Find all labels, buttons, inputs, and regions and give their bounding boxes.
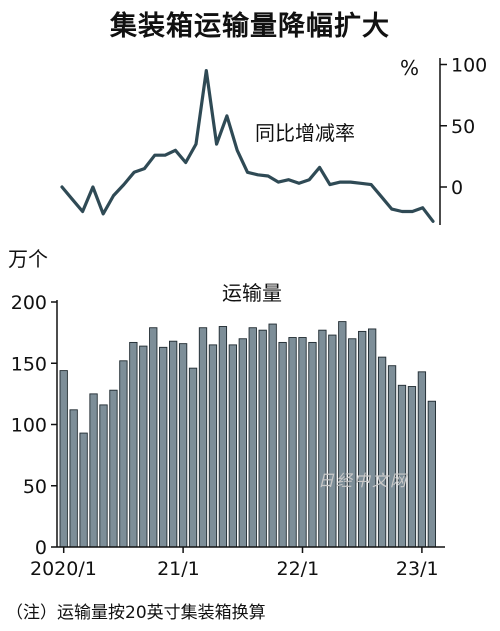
bar-undefined xyxy=(427,400,436,548)
footnote: （注）运输量按20英寸集装箱换算 xyxy=(6,603,266,623)
bar-2022/8 xyxy=(368,328,377,548)
bar-2021/7 xyxy=(238,338,247,548)
bar-2021/6 xyxy=(228,344,237,548)
bar-2022/12 xyxy=(407,386,417,548)
watermark: 日经中文网 xyxy=(318,471,409,490)
chart-title: 集装箱运输量降幅扩大 xyxy=(110,11,390,42)
bar-2022/4 xyxy=(328,334,337,548)
bar-2022/5 xyxy=(338,321,347,548)
line-series-label: 同比增减率 xyxy=(255,121,355,145)
bar-2022/3 xyxy=(318,329,327,548)
bar-2021/8 xyxy=(248,327,257,548)
bar-2022/6 xyxy=(348,338,357,548)
bar-2020/11 xyxy=(159,346,168,548)
bar-2022/7 xyxy=(358,330,367,548)
line-y-tick-label: 100 xyxy=(451,55,487,77)
bar-2020/4 xyxy=(89,393,98,548)
line-y-tick-label: 50 xyxy=(451,116,475,138)
bar-series-label: 运输量 xyxy=(222,281,282,305)
bar-x-tick-label: 21/1 xyxy=(157,558,200,580)
bar-2021/1 xyxy=(178,343,188,548)
bar-y-tick-label: 100 xyxy=(11,415,47,437)
line-series-yoy xyxy=(60,68,435,223)
line-y-tick-label: 0 xyxy=(451,177,463,199)
bar-2020/8 xyxy=(129,341,138,548)
bar-x-tick-label: 22/1 xyxy=(277,558,320,580)
bar-2020/10 xyxy=(149,327,158,548)
bar-unit-label: 万个 xyxy=(8,247,48,271)
bar-y-tick-label: 200 xyxy=(11,292,47,314)
bar-2021/9 xyxy=(258,329,267,548)
bar-2021/3 xyxy=(198,327,208,548)
bar-2021/4 xyxy=(208,344,218,548)
bar-2020/2 xyxy=(69,409,78,548)
bar-y-tick-label: 150 xyxy=(11,353,47,375)
bar-2020/1 xyxy=(59,370,68,548)
bar-2021/2 xyxy=(188,367,198,548)
bar-x-tick-label: 2020/1 xyxy=(30,558,97,580)
bar-2022/9 xyxy=(377,356,387,548)
bar-2020/6 xyxy=(109,389,118,548)
bar-2021/5 xyxy=(218,326,228,548)
bar-2020/12 xyxy=(168,340,178,548)
bar-2020/7 xyxy=(119,360,128,548)
bar-2020/3 xyxy=(79,432,88,548)
bar-2022/2 xyxy=(308,341,317,548)
bar-2022/10 xyxy=(387,365,397,548)
line-chart-panel: 100 50 0% 同比增减率 xyxy=(60,55,487,225)
bar-2021/11 xyxy=(278,341,287,548)
bar-y-tick-label: 0 xyxy=(35,537,47,559)
bar-2022/1 xyxy=(298,337,307,548)
bar-x-tick-label: 23/1 xyxy=(396,558,439,580)
bar-2020/9 xyxy=(139,345,148,548)
line-unit-label: % xyxy=(400,56,419,80)
bar-2020/5 xyxy=(99,404,108,548)
bar-2023/1 xyxy=(417,371,427,548)
bar-y-tick-label: 50 xyxy=(23,476,47,498)
bar-2021/12 xyxy=(288,337,297,548)
bar-2021/10 xyxy=(268,323,277,548)
